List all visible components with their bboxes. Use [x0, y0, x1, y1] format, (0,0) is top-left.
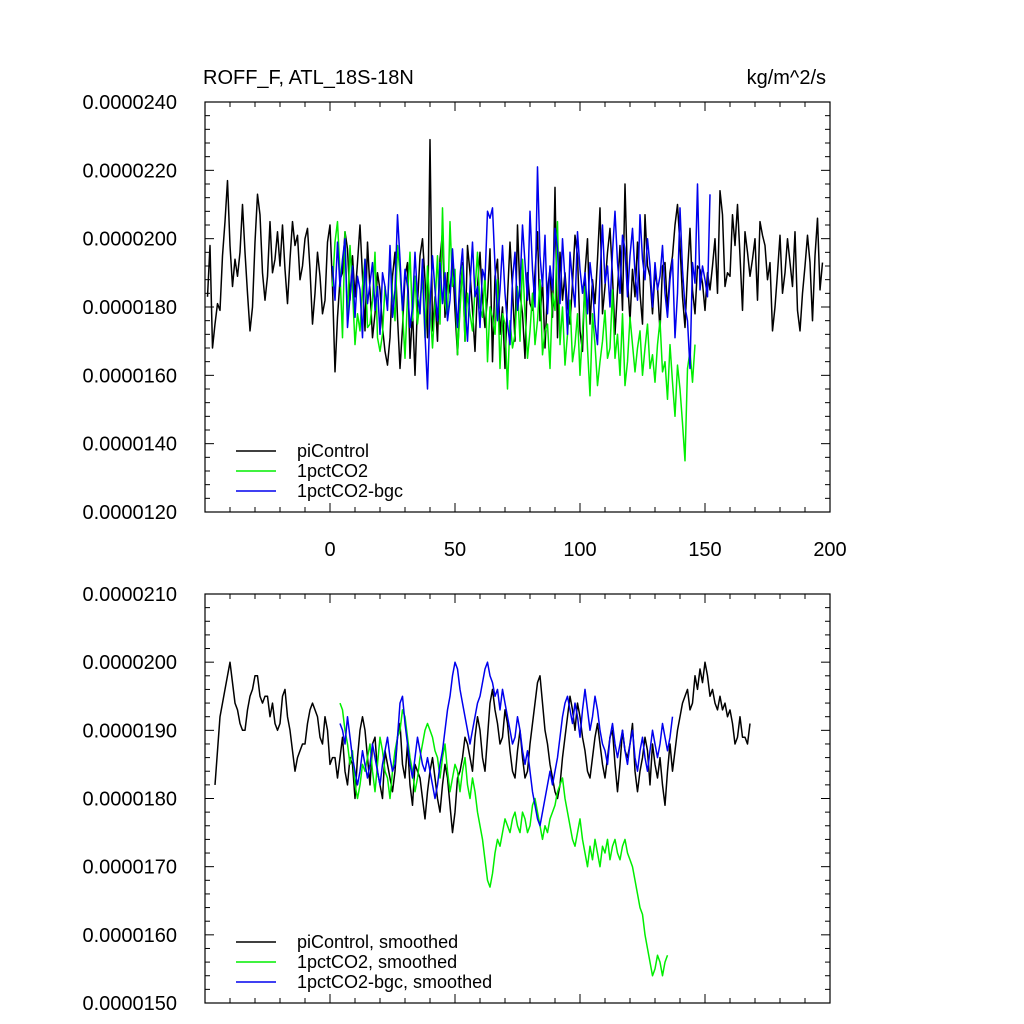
- x-tick-label: 0: [324, 539, 335, 561]
- x-tick-label: 200: [813, 539, 846, 561]
- legend-label: 1pctCO2, smoothed: [297, 952, 457, 972]
- y-tick-label: 0.0000180: [82, 789, 177, 811]
- legend-label: 1pctCO2-bgc, smoothed: [297, 972, 492, 992]
- y-tick-label: 0.0000240: [82, 92, 177, 114]
- x-tick-label: 100: [563, 539, 596, 561]
- series-line-1pctco2: [331, 207, 696, 462]
- legend-label: 1pctCO2: [297, 461, 368, 481]
- chart-title: ROFF_F, ATL_18S-18N: [203, 67, 414, 89]
- x-tick-label: 150: [688, 539, 721, 561]
- y-tick-label: 0.0000210: [82, 584, 177, 606]
- legend-label: piControl, smoothed: [297, 932, 458, 952]
- series-line-1pctco2-bgc: [331, 166, 711, 390]
- series-line-picontrol: [206, 138, 824, 377]
- y-tick-label: 0.0000220: [82, 160, 177, 182]
- series-line-1pctco2-smoothed: [339, 702, 669, 977]
- y-tick-label: 0.0000170: [82, 857, 177, 879]
- y-tick-label: 0.0000200: [82, 652, 177, 674]
- units-label: kg/m^2/s: [747, 67, 826, 89]
- y-tick-label: 0.0000180: [82, 297, 177, 319]
- y-tick-label: 0.0000150: [82, 993, 177, 1015]
- legend-label: 1pctCO2-bgc: [297, 481, 403, 501]
- y-tick-label: 0.0000160: [82, 925, 177, 947]
- y-tick-label: 0.0000120: [82, 502, 177, 524]
- legend-label: piControl: [297, 441, 369, 461]
- series-line-1pctco2-bgc-smoothed: [339, 661, 674, 827]
- lower-panel: 0.0000150 0.0000160 0.0000170 0.0000180 0.00…: [82, 584, 831, 1015]
- upper-panel: 0.0000120 0.0000140 0.0000160 0.0000180 0.00…: [82, 92, 846, 561]
- y-tick-label: 0.0000160: [82, 365, 177, 387]
- y-tick-label: 0.0000140: [82, 434, 177, 456]
- x-tick-label: 50: [444, 539, 466, 561]
- y-tick-label: 0.0000200: [82, 229, 177, 251]
- y-tick-label: 0.0000190: [82, 720, 177, 742]
- series-line-picontrol-smoothed: [214, 661, 751, 834]
